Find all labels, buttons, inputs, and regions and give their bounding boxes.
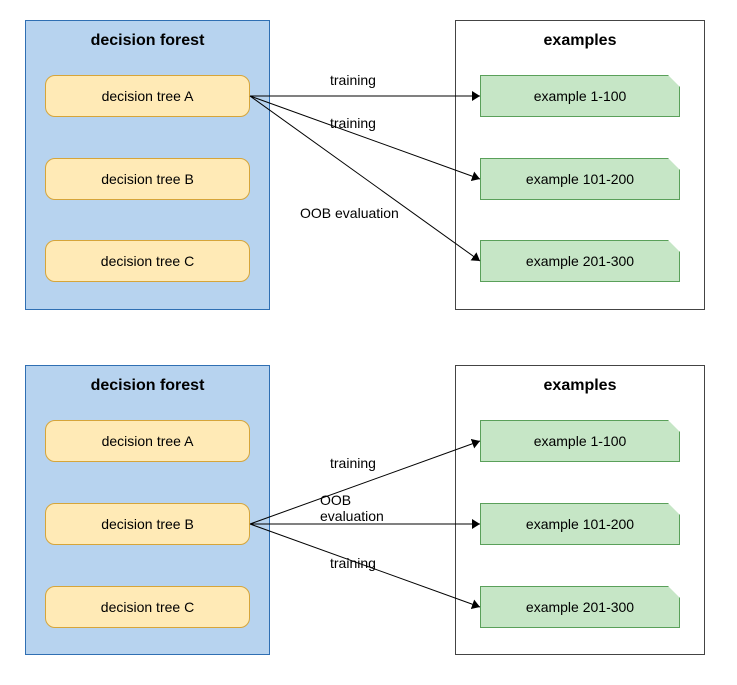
example-node: example 101-200 [480,503,680,545]
edge-label: training [330,455,376,471]
tree-node: decision tree B [45,158,250,200]
top-forest-title: decision forest [25,32,270,50]
tree-node-label: decision tree C [101,599,194,615]
example-node: example 1-100 [480,420,680,462]
tree-node-label: decision tree B [101,516,194,532]
tree-node-label: decision tree B [101,171,194,187]
example-node-label: example 1-100 [534,88,627,104]
example-node-label: example 201-300 [526,253,634,269]
example-node: example 201-300 [480,240,680,282]
edge-label: training [330,555,376,571]
tree-node-label: decision tree A [102,88,194,104]
example-node: example 1-100 [480,75,680,117]
bottom-forest-title: decision forest [25,377,270,395]
edge-arrow [250,96,480,179]
example-node: example 101-200 [480,158,680,200]
tree-node: decision tree C [45,586,250,628]
edge-label: OOB evaluation [320,492,384,524]
top-examples-title: examples [455,32,705,50]
tree-node: decision tree B [45,503,250,545]
edge-label: training [330,72,376,88]
example-node-label: example 1-100 [534,433,627,449]
edge-label: OOB evaluation [300,205,399,221]
example-node-label: example 101-200 [526,516,634,532]
bottom-examples-title: examples [455,377,705,395]
tree-node-label: decision tree C [101,253,194,269]
example-node: example 201-300 [480,586,680,628]
tree-node: decision tree A [45,75,250,117]
edge-label: training [330,115,376,131]
example-node-label: example 101-200 [526,171,634,187]
tree-node: decision tree C [45,240,250,282]
tree-node-label: decision tree A [102,433,194,449]
example-node-label: example 201-300 [526,599,634,615]
tree-node: decision tree A [45,420,250,462]
